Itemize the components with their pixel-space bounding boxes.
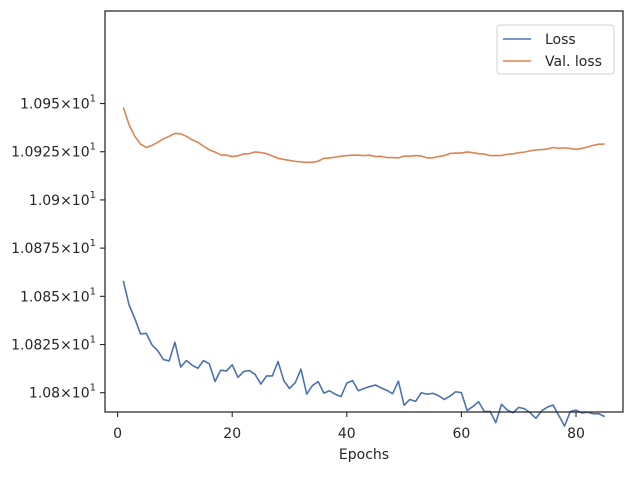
y-tick-label: 1.08×101 <box>29 383 96 402</box>
y-tick-label: 1.09×101 <box>29 190 96 209</box>
x-axis: 0 20 40 60 80 <box>113 412 585 442</box>
x-tick-label: 40 <box>338 426 356 442</box>
legend-label-loss: Loss <box>545 32 576 48</box>
x-tick-label: 0 <box>113 426 122 442</box>
y-tick-label: 1.0925×101 <box>11 142 96 161</box>
series-line-val-loss <box>122 107 605 164</box>
y-tick-label: 1.0875×101 <box>11 238 96 257</box>
legend-label-val-loss: Val. loss <box>545 54 602 70</box>
series-line-loss <box>122 280 606 427</box>
x-tick-label: 80 <box>567 426 585 442</box>
y-tick-label: 1.0825×101 <box>11 335 96 354</box>
plot-frame <box>104 10 624 413</box>
y-tick-label: 1.085×101 <box>20 286 96 305</box>
x-axis-label: Epochs <box>339 447 389 463</box>
y-axis: 1.08×101 1.0825×101 1.085×101 1.0875×101 1.0… <box>11 94 105 402</box>
legend: Loss Val. loss <box>496 24 615 75</box>
x-tick-label: 60 <box>452 426 470 442</box>
y-tick-label: 1.095×101 <box>20 94 96 113</box>
series-layer <box>122 107 606 427</box>
x-tick-label: 20 <box>223 426 241 442</box>
